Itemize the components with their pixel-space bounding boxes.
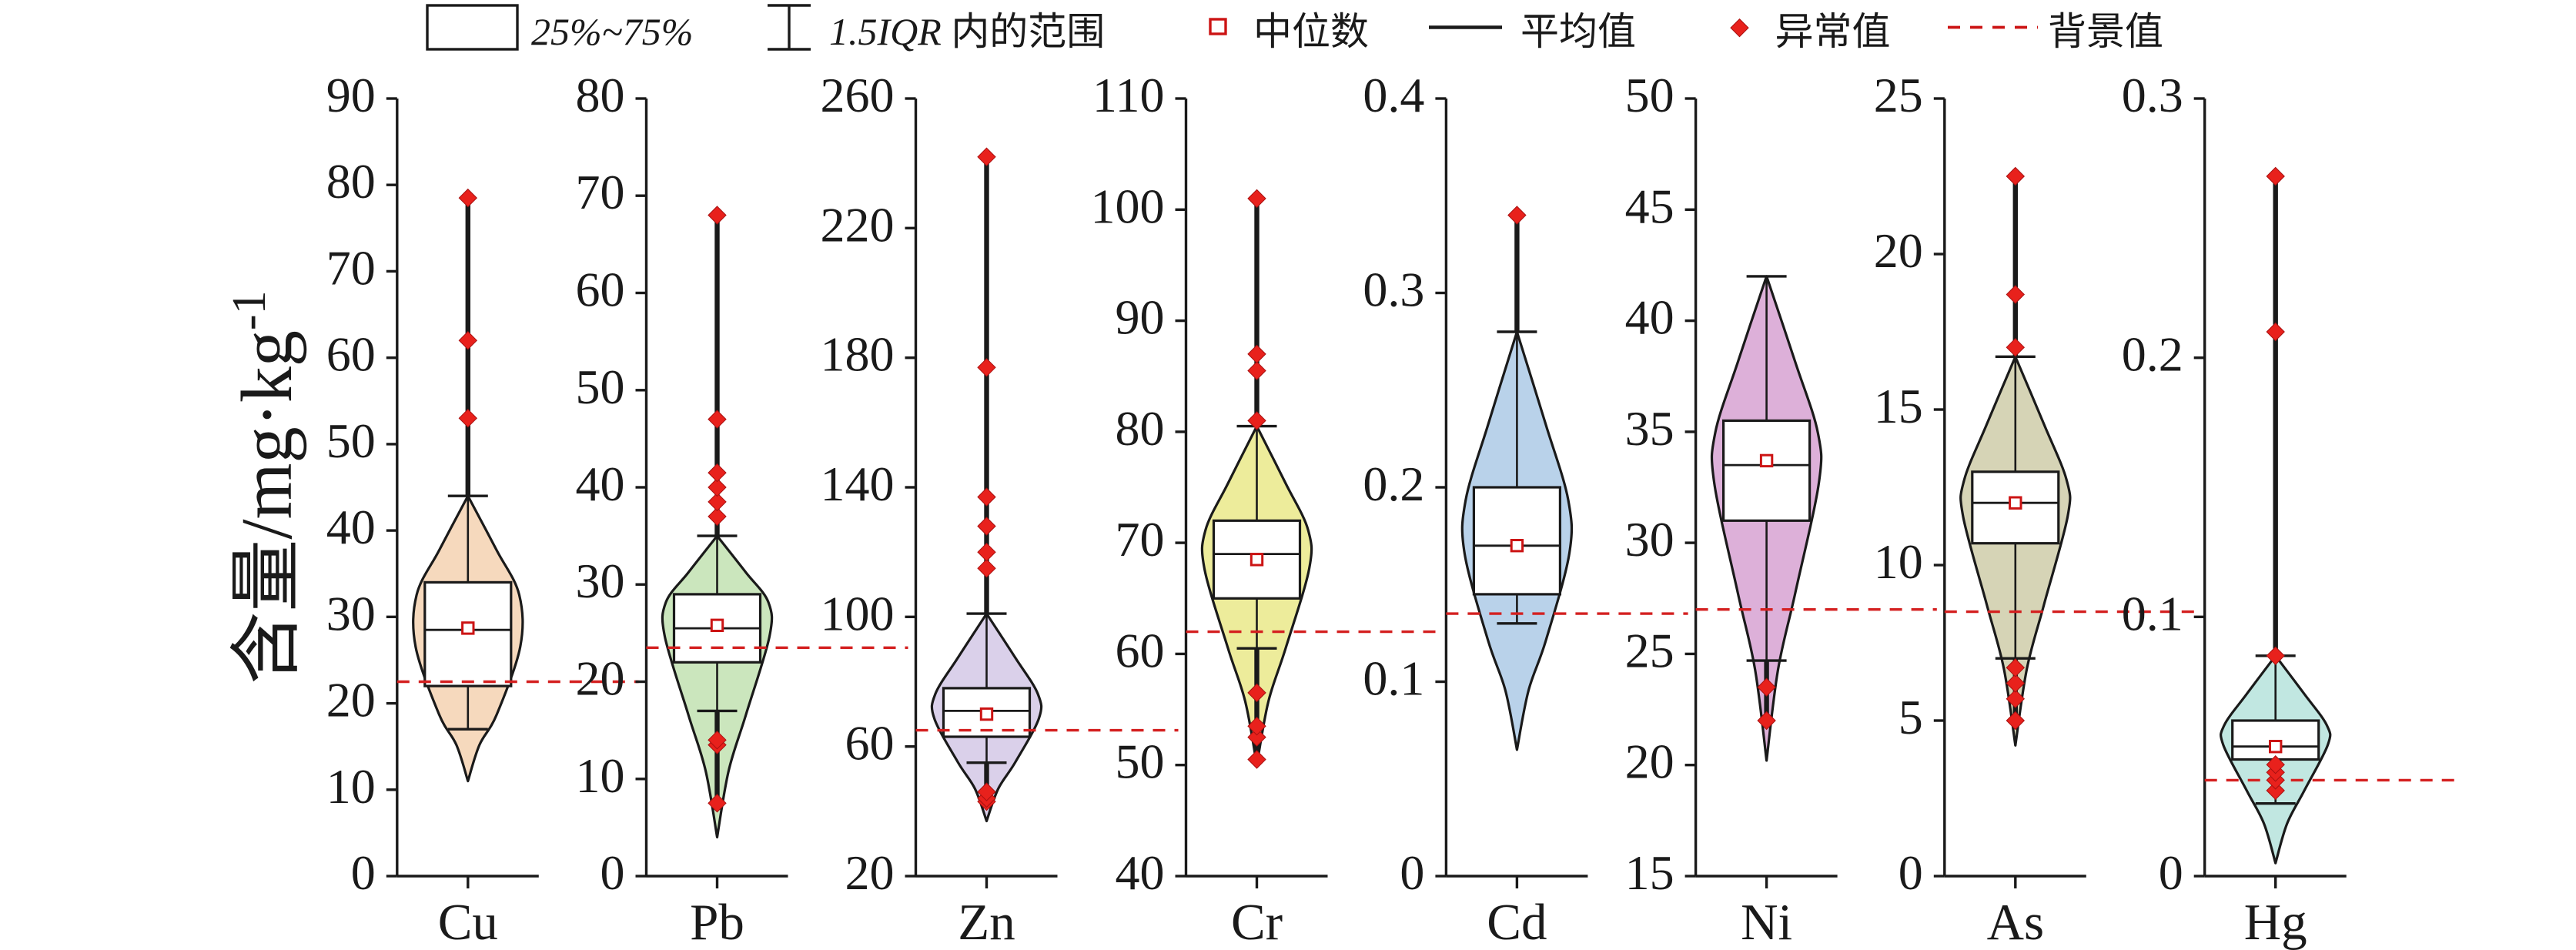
svg-text:Pb: Pb <box>690 894 744 950</box>
svg-text:40: 40 <box>326 500 376 554</box>
svg-text:90: 90 <box>1116 290 1165 345</box>
svg-text:As: As <box>1987 894 2044 950</box>
svg-text:Cr: Cr <box>1231 894 1283 950</box>
svg-text:平均值: 平均值 <box>1521 10 1636 53</box>
svg-text:5: 5 <box>1899 690 1923 744</box>
svg-text:20: 20 <box>845 845 895 900</box>
svg-text:1.5IQR 内的范围: 1.5IQR 内的范围 <box>829 10 1105 53</box>
svg-text:10: 10 <box>1874 534 1923 589</box>
svg-text:背景值: 背景值 <box>2048 10 2163 53</box>
svg-text:60: 60 <box>576 263 625 317</box>
svg-text:60: 60 <box>326 327 376 382</box>
svg-text:70: 70 <box>576 165 625 219</box>
svg-text:0.1: 0.1 <box>2122 586 2183 641</box>
svg-text:50: 50 <box>326 413 376 468</box>
svg-text:0: 0 <box>351 845 376 900</box>
svg-text:70: 70 <box>1116 512 1165 567</box>
svg-text:20: 20 <box>1625 734 1674 789</box>
svg-text:30: 30 <box>326 586 376 641</box>
svg-text:20: 20 <box>1874 223 1923 278</box>
svg-text:10: 10 <box>576 748 625 803</box>
svg-text:60: 60 <box>1116 623 1165 677</box>
svg-text:0: 0 <box>1400 845 1424 900</box>
svg-text:25%~75%: 25%~75% <box>531 10 693 53</box>
svg-text:15: 15 <box>1625 845 1674 900</box>
svg-text:40: 40 <box>1625 290 1674 345</box>
svg-text:10: 10 <box>326 759 376 814</box>
svg-text:45: 45 <box>1625 179 1674 233</box>
svg-text:35: 35 <box>1625 401 1674 456</box>
svg-text:180: 180 <box>821 327 895 382</box>
svg-text:0.4: 0.4 <box>1363 68 1424 122</box>
svg-text:220: 220 <box>821 197 895 252</box>
svg-text:Zn: Zn <box>958 894 1015 950</box>
svg-text:50: 50 <box>576 360 625 414</box>
svg-text:Ni: Ni <box>1741 894 1792 950</box>
svg-text:25: 25 <box>1625 623 1674 677</box>
svg-text:0.3: 0.3 <box>2122 68 2183 122</box>
svg-text:100: 100 <box>1091 179 1165 233</box>
svg-text:100: 100 <box>821 586 895 641</box>
svg-text:20: 20 <box>326 673 376 728</box>
svg-text:40: 40 <box>576 457 625 511</box>
svg-text:50: 50 <box>1116 734 1165 789</box>
svg-text:25: 25 <box>1874 68 1923 122</box>
svg-text:70: 70 <box>326 240 376 295</box>
svg-text:Cd: Cd <box>1487 894 1547 950</box>
svg-text:80: 80 <box>1116 401 1165 456</box>
svg-text:含量/mg·kg-1: 含量/mg·kg-1 <box>223 290 307 684</box>
svg-text:0.2: 0.2 <box>2122 327 2183 382</box>
svg-text:0: 0 <box>601 845 625 900</box>
svg-text:90: 90 <box>326 68 376 122</box>
svg-text:40: 40 <box>1116 845 1165 900</box>
svg-text:中位数: 中位数 <box>1253 10 1369 53</box>
svg-text:60: 60 <box>845 716 895 771</box>
svg-text:30: 30 <box>576 554 625 608</box>
svg-text:50: 50 <box>1625 68 1674 122</box>
svg-text:0: 0 <box>2159 845 2183 900</box>
svg-text:Hg: Hg <box>2244 894 2307 950</box>
svg-text:20: 20 <box>576 651 625 706</box>
svg-text:80: 80 <box>326 154 376 209</box>
svg-text:0: 0 <box>1899 845 1923 900</box>
svg-text:80: 80 <box>576 68 625 122</box>
svg-text:0.1: 0.1 <box>1363 651 1424 706</box>
svg-text:0.2: 0.2 <box>1363 457 1424 511</box>
svg-text:15: 15 <box>1874 379 1923 433</box>
svg-text:0.3: 0.3 <box>1363 263 1424 317</box>
svg-text:140: 140 <box>821 457 895 511</box>
svg-text:110: 110 <box>1092 68 1165 122</box>
svg-text:30: 30 <box>1625 512 1674 567</box>
svg-text:260: 260 <box>821 68 895 122</box>
svg-text:Cu: Cu <box>438 894 498 950</box>
svg-text:异常值: 异常值 <box>1775 10 1891 53</box>
